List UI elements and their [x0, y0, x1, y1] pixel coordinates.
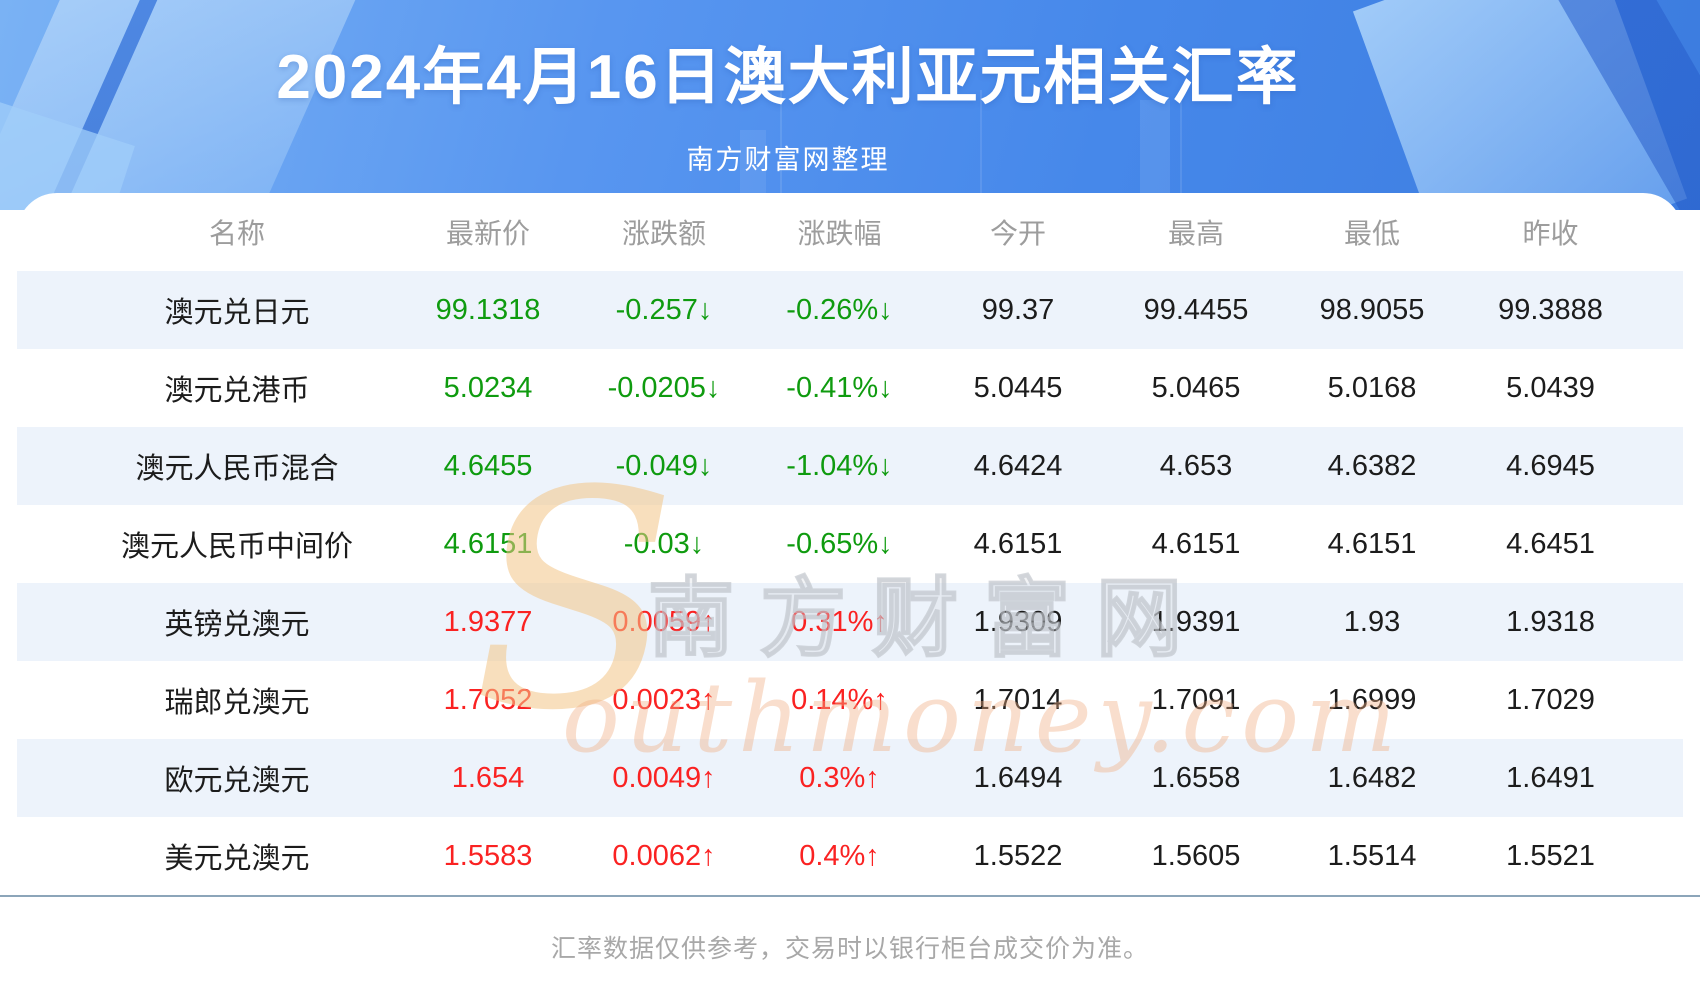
low-cell: 1.6999: [1327, 683, 1417, 716]
low-cell: 5.0168: [1327, 371, 1417, 404]
table-header-row: 名称 最新价 涨跌额 涨跌幅 今开 最高 最低 昨收: [17, 193, 1683, 271]
prev-close-cell: 1.7029: [1506, 683, 1595, 716]
prev-close-cell: 5.0439: [1506, 371, 1595, 404]
table-row: 英镑兑澳元 1.9377 0.0059↑ 0.31%↑ 1.9309 1.939…: [17, 583, 1683, 661]
change-cell: 0.0049↑: [612, 761, 716, 794]
column-header-high: 最高: [1167, 218, 1224, 249]
grid-line-decoration: [980, 90, 982, 210]
page-title: 2024年4月16日澳大利亚元相关汇率: [276, 43, 1300, 112]
change-pct-cell: -0.65%↓: [786, 527, 893, 560]
table-row: 澳元兑港币 5.0234 -0.0205↓ -0.41%↓ 5.0445 5.0…: [17, 349, 1683, 427]
column-header-latest: 最新价: [445, 218, 530, 249]
column-header-change: 涨跌额: [621, 218, 706, 249]
low-cell: 98.9055: [1319, 293, 1425, 326]
change-cell: 0.0023↑: [612, 683, 716, 716]
disclaimer-note: 汇率数据仅供参考，交易时以银行柜台成交价为准。: [550, 935, 1149, 963]
change-cell: -0.049↓: [615, 449, 713, 482]
high-cell: 1.7091: [1151, 683, 1241, 716]
column-header-name: 名称: [208, 218, 265, 249]
change-pct-cell: 0.31%↑: [791, 605, 888, 638]
high-cell: 1.6558: [1151, 761, 1241, 794]
latest-price-cell: 4.6151: [443, 527, 533, 560]
change-cell: -0.0205↓: [607, 371, 721, 404]
pair-name-cell: 澳元兑港币: [164, 375, 310, 407]
open-cell: 1.9309: [973, 605, 1063, 638]
rates-table-card: 名称 最新价 涨跌额 涨跌幅 今开 最高 最低 昨收 澳元兑日元 99.1318…: [17, 193, 1683, 895]
high-cell: 5.0465: [1151, 371, 1241, 404]
table-row: 澳元人民币混合 4.6455 -0.049↓ -1.04%↓ 4.6424 4.…: [17, 427, 1683, 505]
change-pct-cell: 0.3%↑: [799, 761, 880, 794]
bar-decoration: [740, 130, 766, 200]
open-cell: 1.7014: [973, 683, 1063, 716]
table-row: 澳元兑日元 99.1318 -0.257↓ -0.26%↓ 99.37 99.4…: [17, 271, 1683, 349]
grid-line-decoration: [780, 90, 782, 210]
change-cell: -0.03↓: [623, 527, 705, 560]
pair-name-cell: 澳元人民币混合: [135, 453, 339, 485]
low-cell: 1.5514: [1327, 839, 1417, 872]
change-cell: 0.0059↑: [612, 605, 716, 638]
prev-close-cell: 4.6945: [1506, 449, 1595, 482]
column-header-low: 最低: [1343, 218, 1400, 249]
high-cell: 99.4455: [1143, 293, 1249, 326]
low-cell: 1.93: [1343, 605, 1401, 638]
hero-banner: 2024年4月16日澳大利亚元相关汇率 南方财富网整理: [0, 0, 1700, 210]
change-cell: -0.257↓: [615, 293, 713, 326]
open-cell: 4.6424: [973, 449, 1063, 482]
prev-close-cell: 99.3888: [1498, 293, 1603, 326]
high-cell: 1.5605: [1151, 839, 1241, 872]
open-cell: 1.6494: [973, 761, 1063, 794]
change-pct-cell: -0.26%↓: [786, 293, 893, 326]
bar-decoration: [1140, 100, 1170, 200]
high-cell: 1.9391: [1151, 605, 1241, 638]
footer-divider: [0, 895, 1700, 897]
change-pct-cell: -1.04%↓: [786, 449, 893, 482]
pair-name-cell: 瑞郎兑澳元: [164, 687, 310, 719]
table-row: 瑞郎兑澳元 1.7052 0.0023↑ 0.14%↑ 1.7014 1.709…: [17, 661, 1683, 739]
hero-text-block: 2024年4月16日澳大利亚元相关汇率 南方财富网整理: [0, 0, 1638, 177]
column-header-change-pct: 涨跌幅: [797, 218, 882, 249]
low-cell: 4.6382: [1327, 449, 1417, 482]
high-cell: 4.653: [1159, 449, 1233, 482]
change-cell: 0.0062↑: [612, 839, 716, 872]
pair-name-cell: 澳元兑日元: [164, 297, 310, 329]
table-row: 美元兑澳元 1.5583 0.0062↑ 0.4%↑ 1.5522 1.5605…: [17, 817, 1683, 895]
column-header-prev-close: 昨收: [1522, 218, 1579, 249]
change-pct-cell: 0.4%↑: [799, 839, 880, 872]
open-cell: 4.6151: [973, 527, 1063, 560]
table-row: 欧元兑澳元 1.654 0.0049↑ 0.3%↑ 1.6494 1.6558 …: [17, 739, 1683, 817]
table-row: 澳元人民币中间价 4.6151 -0.03↓ -0.65%↓ 4.6151 4.…: [17, 505, 1683, 583]
low-cell: 1.6482: [1327, 761, 1417, 794]
latest-price-cell: 1.7052: [443, 683, 533, 716]
pair-name-cell: 澳元人民币中间价: [120, 531, 353, 563]
open-cell: 99.37: [981, 293, 1055, 326]
prev-close-cell: 1.5521: [1506, 839, 1595, 872]
high-cell: 4.6151: [1151, 527, 1241, 560]
pair-name-cell: 美元兑澳元: [164, 843, 310, 875]
low-cell: 4.6151: [1327, 527, 1417, 560]
latest-price-cell: 99.1318: [435, 293, 541, 326]
grid-line-decoration: [1180, 90, 1182, 210]
page-subtitle: 南方财富网整理: [686, 145, 890, 175]
latest-price-cell: 4.6455: [443, 449, 533, 482]
prev-close-cell: 1.9318: [1506, 605, 1595, 638]
prev-close-cell: 1.6491: [1506, 761, 1595, 794]
table-body: 澳元兑日元 99.1318 -0.257↓ -0.26%↓ 99.37 99.4…: [17, 271, 1683, 895]
open-cell: 1.5522: [973, 839, 1063, 872]
latest-price-cell: 1.5583: [443, 839, 533, 872]
latest-price-cell: 1.9377: [443, 605, 533, 638]
change-pct-cell: -0.41%↓: [786, 371, 893, 404]
pair-name-cell: 欧元兑澳元: [164, 765, 310, 797]
column-header-open: 今开: [989, 218, 1046, 249]
open-cell: 5.0445: [973, 371, 1063, 404]
change-pct-cell: 0.14%↑: [791, 683, 888, 716]
pair-name-cell: 英镑兑澳元: [164, 609, 310, 641]
prev-close-cell: 4.6451: [1506, 527, 1595, 560]
latest-price-cell: 1.654: [451, 761, 525, 794]
latest-price-cell: 5.0234: [443, 371, 533, 404]
